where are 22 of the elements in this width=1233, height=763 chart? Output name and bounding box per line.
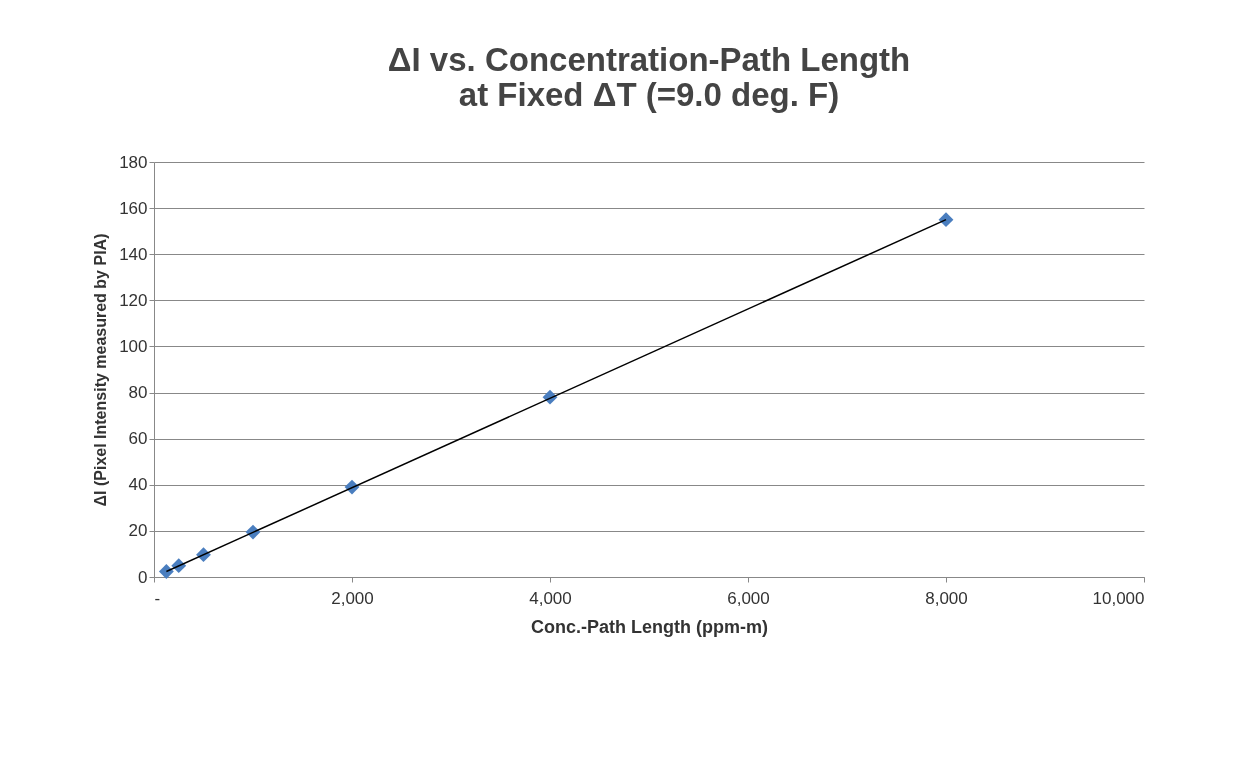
x-tick-label: 4,000 [529,588,572,608]
y-tick-label: 60 [128,429,148,449]
x-tick-label: 6,000 [727,588,770,608]
y-tick-label: 20 [128,521,148,541]
x-tick-label: 2,000 [331,588,374,608]
x-tick-label: - [154,588,161,608]
y-tick-label: 120 [119,290,148,310]
text: ΔI vs. Concentration-Path Length [387,41,911,78]
y-tick-label: 80 [128,383,148,403]
y-tick-label: 100 [119,336,148,356]
y-axis-title: ΔI (Pixel Intensity measured by PIA) [92,233,110,507]
x-tick-label: 10,000 [1092,588,1145,608]
y-tick-label: 160 [119,198,148,218]
y-tick-label: 0 [138,567,148,587]
x-axis-title: Conc.-Path Length (ppm-m) [531,616,768,637]
x-tick-label: 8,000 [925,588,968,608]
y-tick-label: 180 [119,152,148,172]
point [158,564,174,579]
point [938,212,954,228]
y-tick-label: 140 [119,244,148,264]
y-tick-label: 40 [128,475,148,495]
text: at Fixed ΔT (=9.0 deg. F) [458,76,840,113]
